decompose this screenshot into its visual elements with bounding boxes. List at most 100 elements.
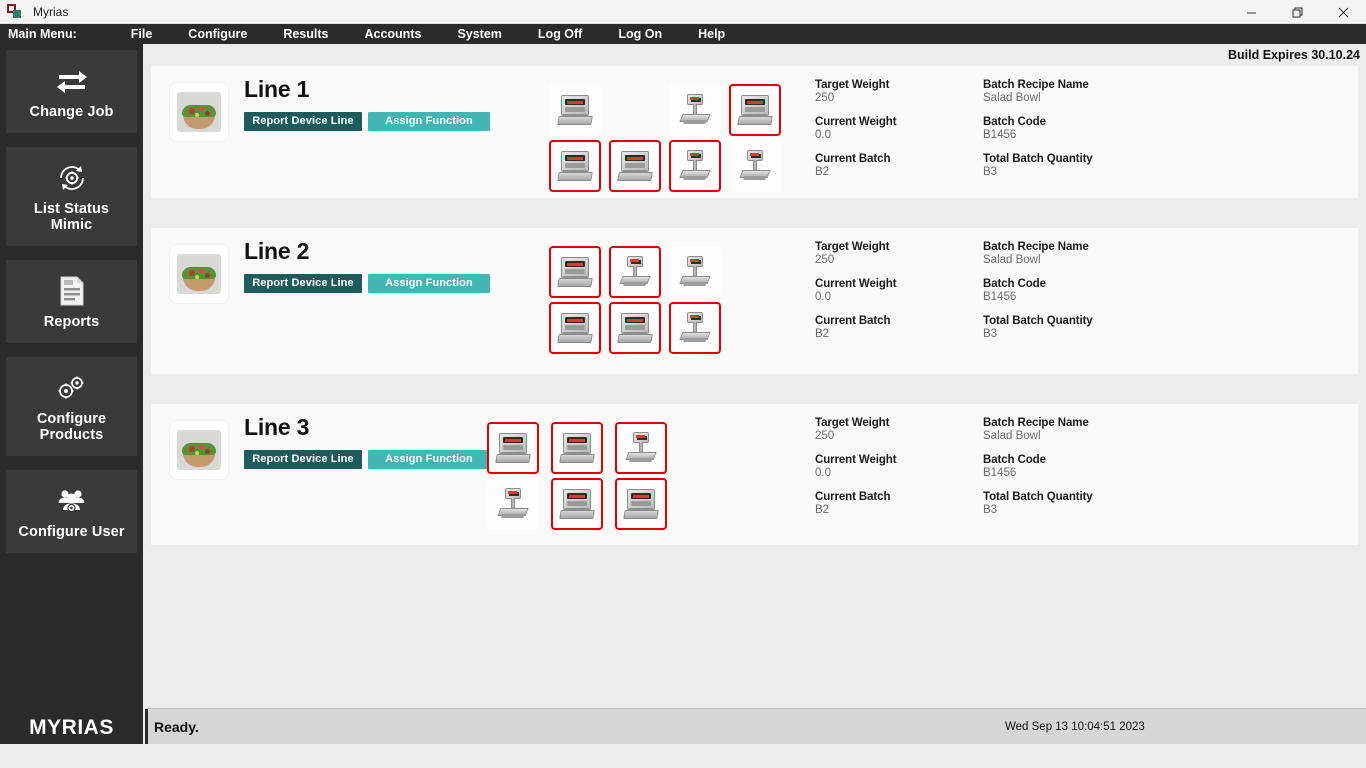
device-indicator-selected[interactable] [549,246,601,298]
app-logo-icon [7,3,23,20]
info-label: Batch Recipe Name [983,79,1089,91]
sidebar-item-configure-products[interactable]: Configure Products [6,356,137,457]
info-label: Total Batch Quantity [983,153,1093,165]
product-thumbnail[interactable] [170,83,228,141]
line-header: Line 1 Report Device Line Assign Functio… [244,76,490,131]
device-cell [609,246,661,298]
device-cell [551,422,603,474]
assign-function-button[interactable]: Assign Function [368,274,490,293]
report-device-line-button[interactable]: Report Device Line [244,274,362,293]
info-value: 250 [815,92,835,104]
sidebar-item-list-status-mimic[interactable]: List Status Mimic [6,146,137,247]
device-cell [487,478,539,530]
info-label: Current Batch [815,315,891,327]
line-actions: Report Device Line Assign Function [244,274,490,293]
info-value: 0.0 [815,291,831,303]
info-label: Current Batch [815,491,891,503]
info-column-right: Batch Recipe Name Salad Bowl Batch Code … [983,417,1151,528]
swap-arrows-icon [53,64,91,98]
assign-function-button[interactable]: Assign Function [368,112,490,131]
sidebar-item-change-job[interactable]: Change Job [6,50,137,133]
menu-item-results[interactable]: Results [283,27,329,41]
report-device-line-button[interactable]: Report Device Line [244,112,362,131]
build-notice-bar: Build Expires 30.10.24 [143,44,1366,66]
info-current-batch: Current Batch B2 [815,153,983,178]
status-message: Ready. [145,708,199,745]
device-cell [609,140,661,192]
menu-item-accounts[interactable]: Accounts [364,27,422,41]
device-indicator-selected[interactable] [609,140,661,192]
menu-item-log-off[interactable]: Log Off [537,27,583,41]
sidebar-item-configure-user[interactable]: Configure User [6,470,137,553]
info-batch-code: Batch Code B1456 [983,116,1151,141]
device-indicator-selected[interactable] [549,140,601,192]
device-platform-scale[interactable] [669,246,721,298]
info-value: B2 [815,504,830,516]
device-cell [551,478,603,530]
device-cell [615,478,667,530]
device-platform-scale-selected[interactable] [669,140,721,192]
device-indicator-selected[interactable] [729,84,781,136]
line-info-panel: Target Weight 250 Current Weight 0.0 Cur… [815,241,1151,352]
device-platform-scale-selected[interactable] [615,422,667,474]
device-grid [549,246,725,354]
product-thumbnail[interactable] [170,421,228,479]
info-total-batch-quantity: Total Batch Quantity B3 [983,315,1151,340]
info-current-weight: Current Weight 0.0 [815,116,983,141]
info-batch-recipe-name: Batch Recipe Name Salad Bowl [983,417,1151,442]
device-platform-scale-selected[interactable] [609,246,661,298]
line-title: Line 3 [244,414,310,440]
device-indicator-selected[interactable] [487,422,539,474]
device-indicator-selected[interactable] [551,478,603,530]
maximize-restore-icon[interactable] [1274,0,1320,24]
device-indicator-selected[interactable] [549,302,601,354]
info-column-left: Target Weight 250 Current Weight 0.0 Cur… [815,417,983,528]
info-column-right: Batch Recipe Name Salad Bowl Batch Code … [983,241,1151,352]
title-bar: Myrias [0,0,1366,24]
info-value: B3 [983,504,998,516]
info-column-left: Target Weight 250 Current Weight 0.0 Cur… [815,241,983,352]
device-platform-scale-selected[interactable] [669,302,721,354]
assign-function-button[interactable]: Assign Function [368,450,490,469]
sidebar-item-label: Configure Products [37,411,106,444]
report-device-line-button[interactable]: Report Device Line [244,450,362,469]
device-platform-scale[interactable] [669,84,721,136]
menu-item-log-on[interactable]: Log On [618,27,663,41]
device-platform-scale[interactable] [487,478,539,530]
info-value: B2 [815,166,830,178]
info-batch-code: Batch Code B1456 [983,454,1151,479]
info-target-weight: Target Weight 250 [815,417,983,442]
device-grid [549,84,785,192]
device-platform-scale[interactable] [729,140,781,192]
line-header: Line 3 Report Device Line Assign Functio… [244,414,490,469]
status-timestamp: Wed Sep 13 10:04:51 2023 [1005,720,1145,733]
bottom-strip [0,744,1366,768]
info-label: Batch Code [983,278,1046,290]
sidebar-item-reports[interactable]: Reports [6,260,137,343]
device-indicator-selected[interactable] [609,302,661,354]
info-label: Target Weight [815,417,890,429]
sidebar-item-label: Reports [43,314,100,331]
info-label: Target Weight [815,79,890,91]
info-current-weight: Current Weight 0.0 [815,278,983,303]
device-indicator[interactable] [549,84,601,136]
product-thumbnail[interactable] [170,245,228,303]
info-value: 0.0 [815,129,831,141]
info-label: Batch Recipe Name [983,417,1089,429]
minimize-icon[interactable] [1228,0,1274,24]
line-info-panel: Target Weight 250 Current Weight 0.0 Cur… [815,79,1151,190]
info-current-batch: Current Batch B2 [815,491,983,516]
device-indicator-selected[interactable] [551,422,603,474]
device-cell [615,422,667,474]
menu-item-main-menu[interactable]: Main Menu: [8,27,77,41]
line-card: Line 2 Report Device Line Assign Functio… [151,228,1358,374]
info-label: Total Batch Quantity [983,491,1093,503]
menu-item-system[interactable]: System [457,27,502,41]
close-icon[interactable] [1320,0,1366,24]
menu-item-file[interactable]: File [130,27,153,41]
device-indicator-selected[interactable] [615,478,667,530]
line-info-panel: Target Weight 250 Current Weight 0.0 Cur… [815,417,1151,528]
menu-item-help[interactable]: Help [698,27,726,41]
info-label: Current Weight [815,278,897,290]
menu-item-configure[interactable]: Configure [188,27,248,41]
